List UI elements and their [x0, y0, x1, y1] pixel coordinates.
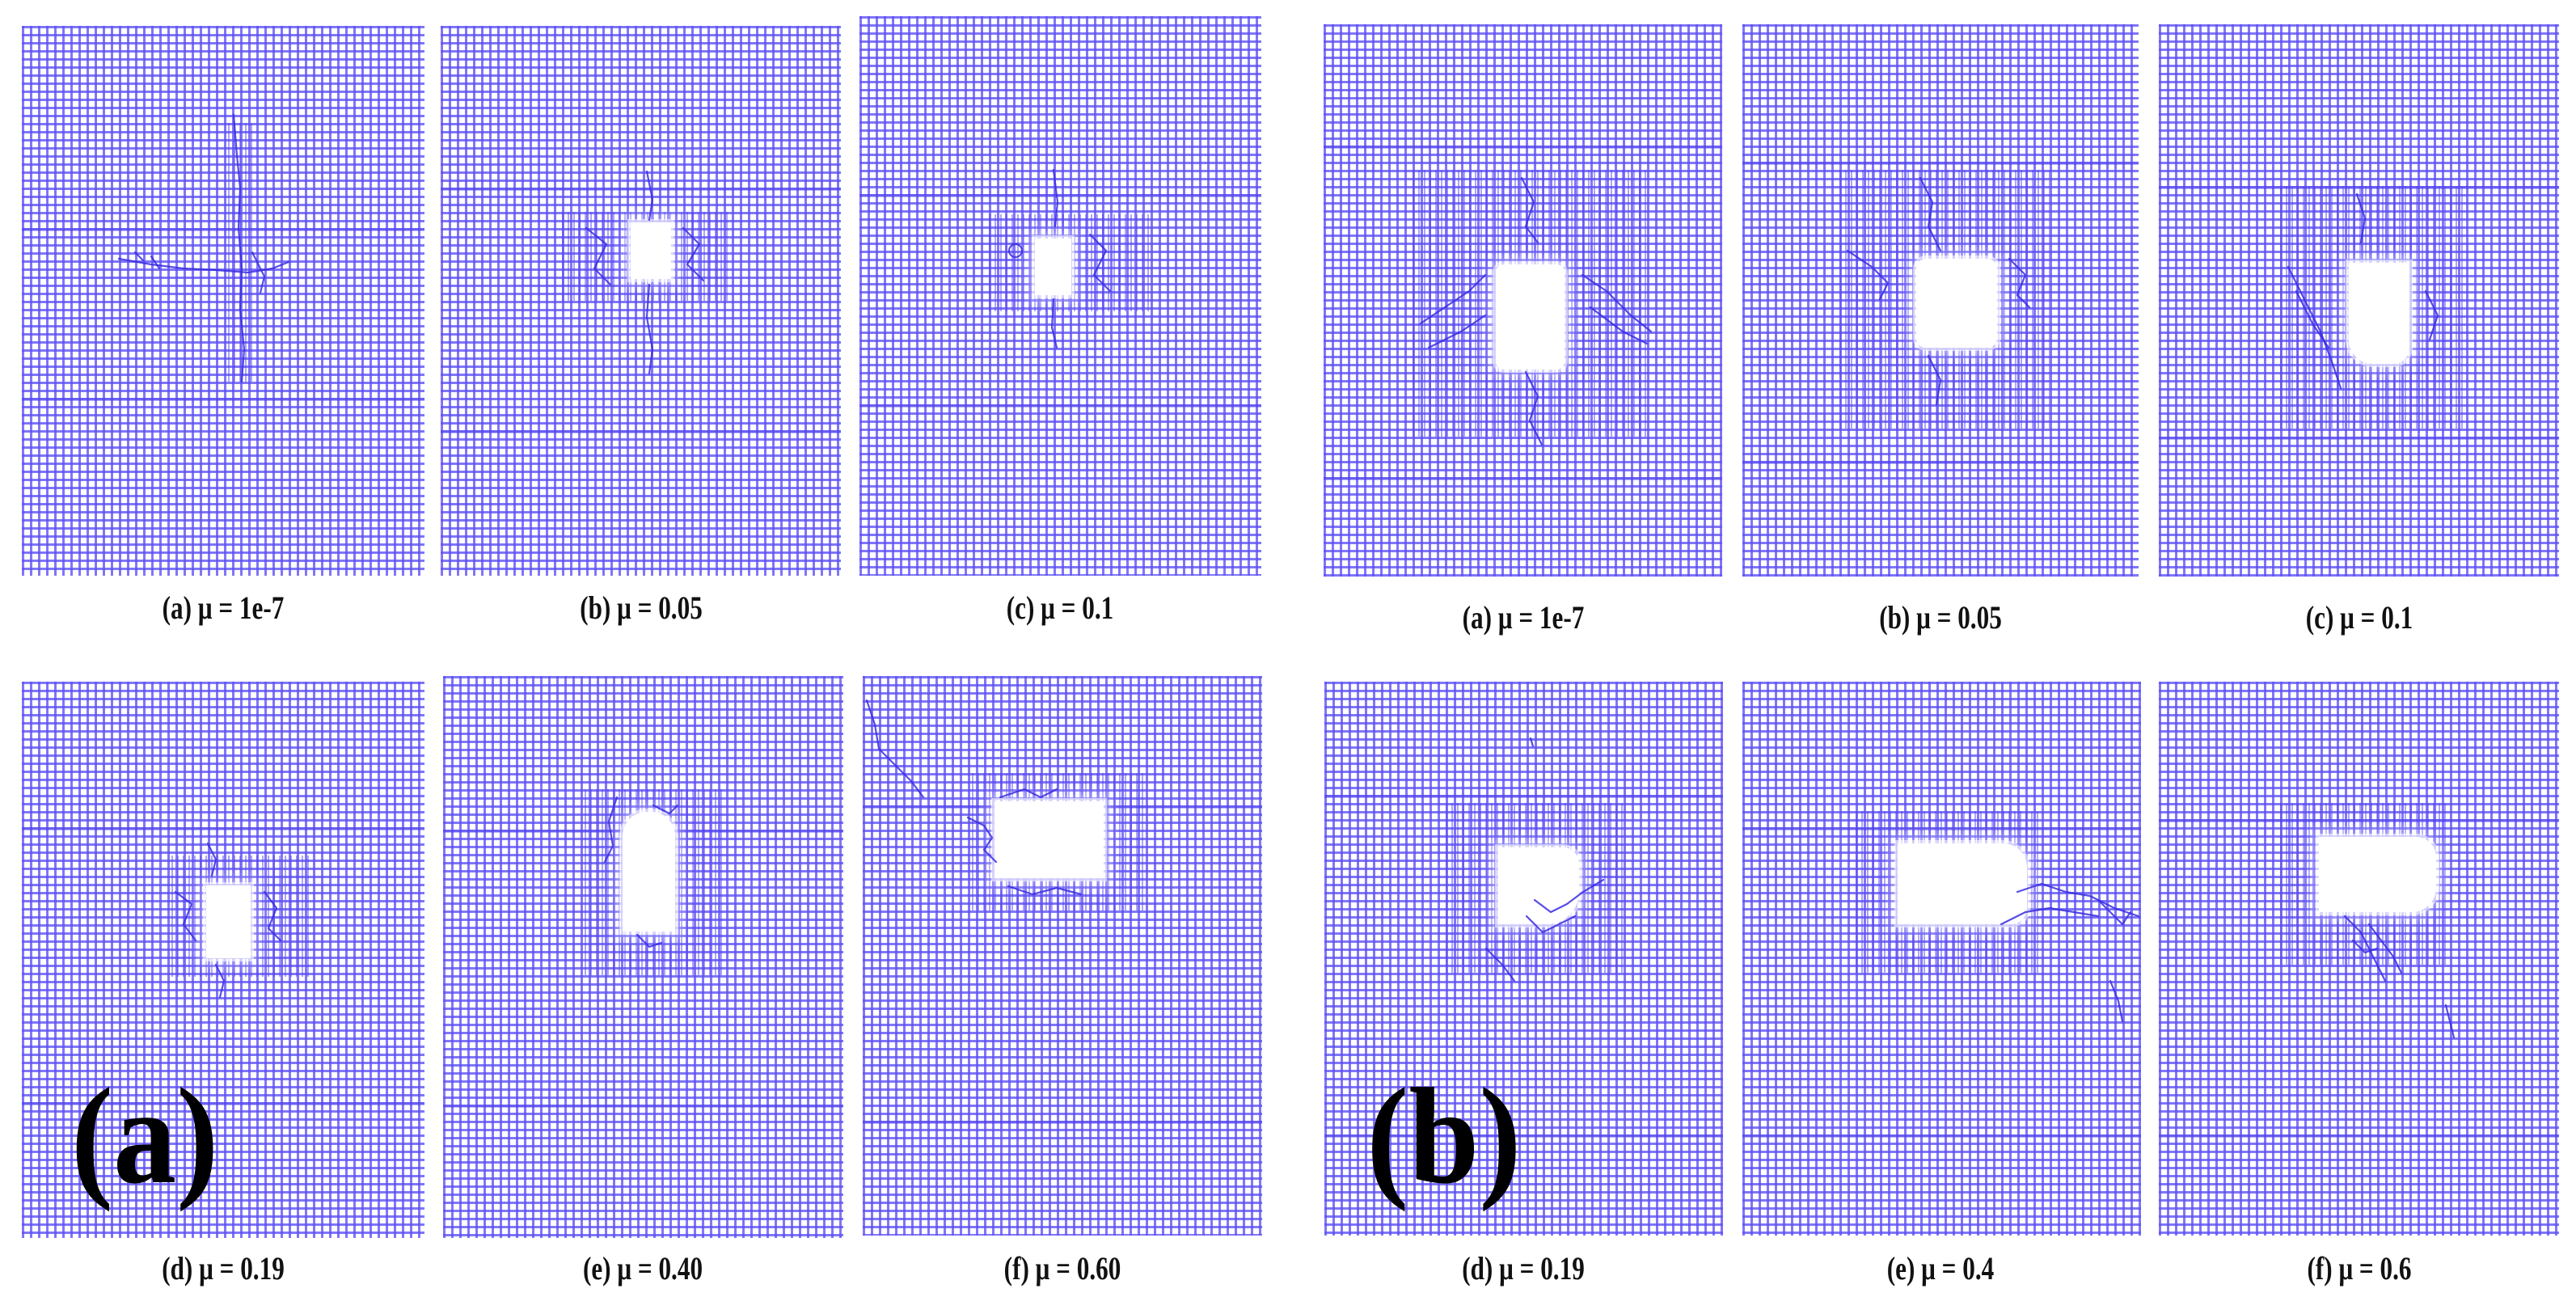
- mesh-panel-b-d: [1324, 682, 1723, 1236]
- mesh-panel-a-d: [22, 682, 424, 1238]
- panel-caption: (a) μ = 1e-7: [162, 589, 285, 626]
- damage-hole: [995, 801, 1104, 878]
- crack-lines: [585, 170, 705, 375]
- damage-hole: [206, 885, 251, 958]
- panel-caption: (f) μ = 0.6: [2307, 1250, 2412, 1287]
- damage-hole: [1498, 847, 1579, 924]
- panel-caption: (c) μ = 0.1: [2305, 599, 2413, 636]
- mesh-panel-b-f: [2159, 682, 2559, 1236]
- mesh-panel-a-a: [22, 26, 424, 576]
- mesh-panel-b-a: [1324, 24, 1722, 577]
- damage-hole: [1898, 843, 2027, 924]
- mesh-panel-b-c: [2159, 24, 2559, 577]
- panel-caption: (a) μ = 1e-7: [1462, 599, 1585, 636]
- panel-caption: (c) μ = 0.1: [1006, 589, 1114, 626]
- panel-caption: (f) μ = 0.60: [1003, 1250, 1121, 1287]
- damage-hole: [623, 812, 675, 932]
- panel-caption: (d) μ = 0.19: [162, 1250, 285, 1287]
- mesh-panel-b-e: [1742, 682, 2141, 1236]
- panel-caption: (b) μ = 0.05: [1879, 599, 2002, 636]
- group-label: (a): [70, 1060, 219, 1212]
- panel-caption: (d) μ = 0.19: [1462, 1250, 1585, 1287]
- damage-hole: [2319, 837, 2436, 912]
- panel-caption: (e) μ = 0.40: [582, 1250, 703, 1287]
- group-label: (b): [1366, 1060, 1522, 1212]
- crack-lines: [117, 113, 290, 383]
- panel-caption: (b) μ = 0.05: [580, 589, 703, 626]
- mesh-panel-a-f: [863, 676, 1262, 1236]
- mesh-panel-a-e: [443, 676, 843, 1238]
- panel-caption: (e) μ = 0.4: [1886, 1250, 1995, 1287]
- crack-lines: [865, 699, 1083, 896]
- mesh-panel-a-c: [859, 16, 1261, 576]
- damage-hole: [1035, 239, 1071, 295]
- damage-hole: [631, 222, 671, 279]
- damage-hole: [1496, 264, 1565, 370]
- damage-hole: [2349, 263, 2409, 364]
- damage-hole: [1916, 259, 1997, 348]
- mesh-panel-a-b: [441, 26, 841, 576]
- mesh-panel-b-b: [1742, 24, 2139, 577]
